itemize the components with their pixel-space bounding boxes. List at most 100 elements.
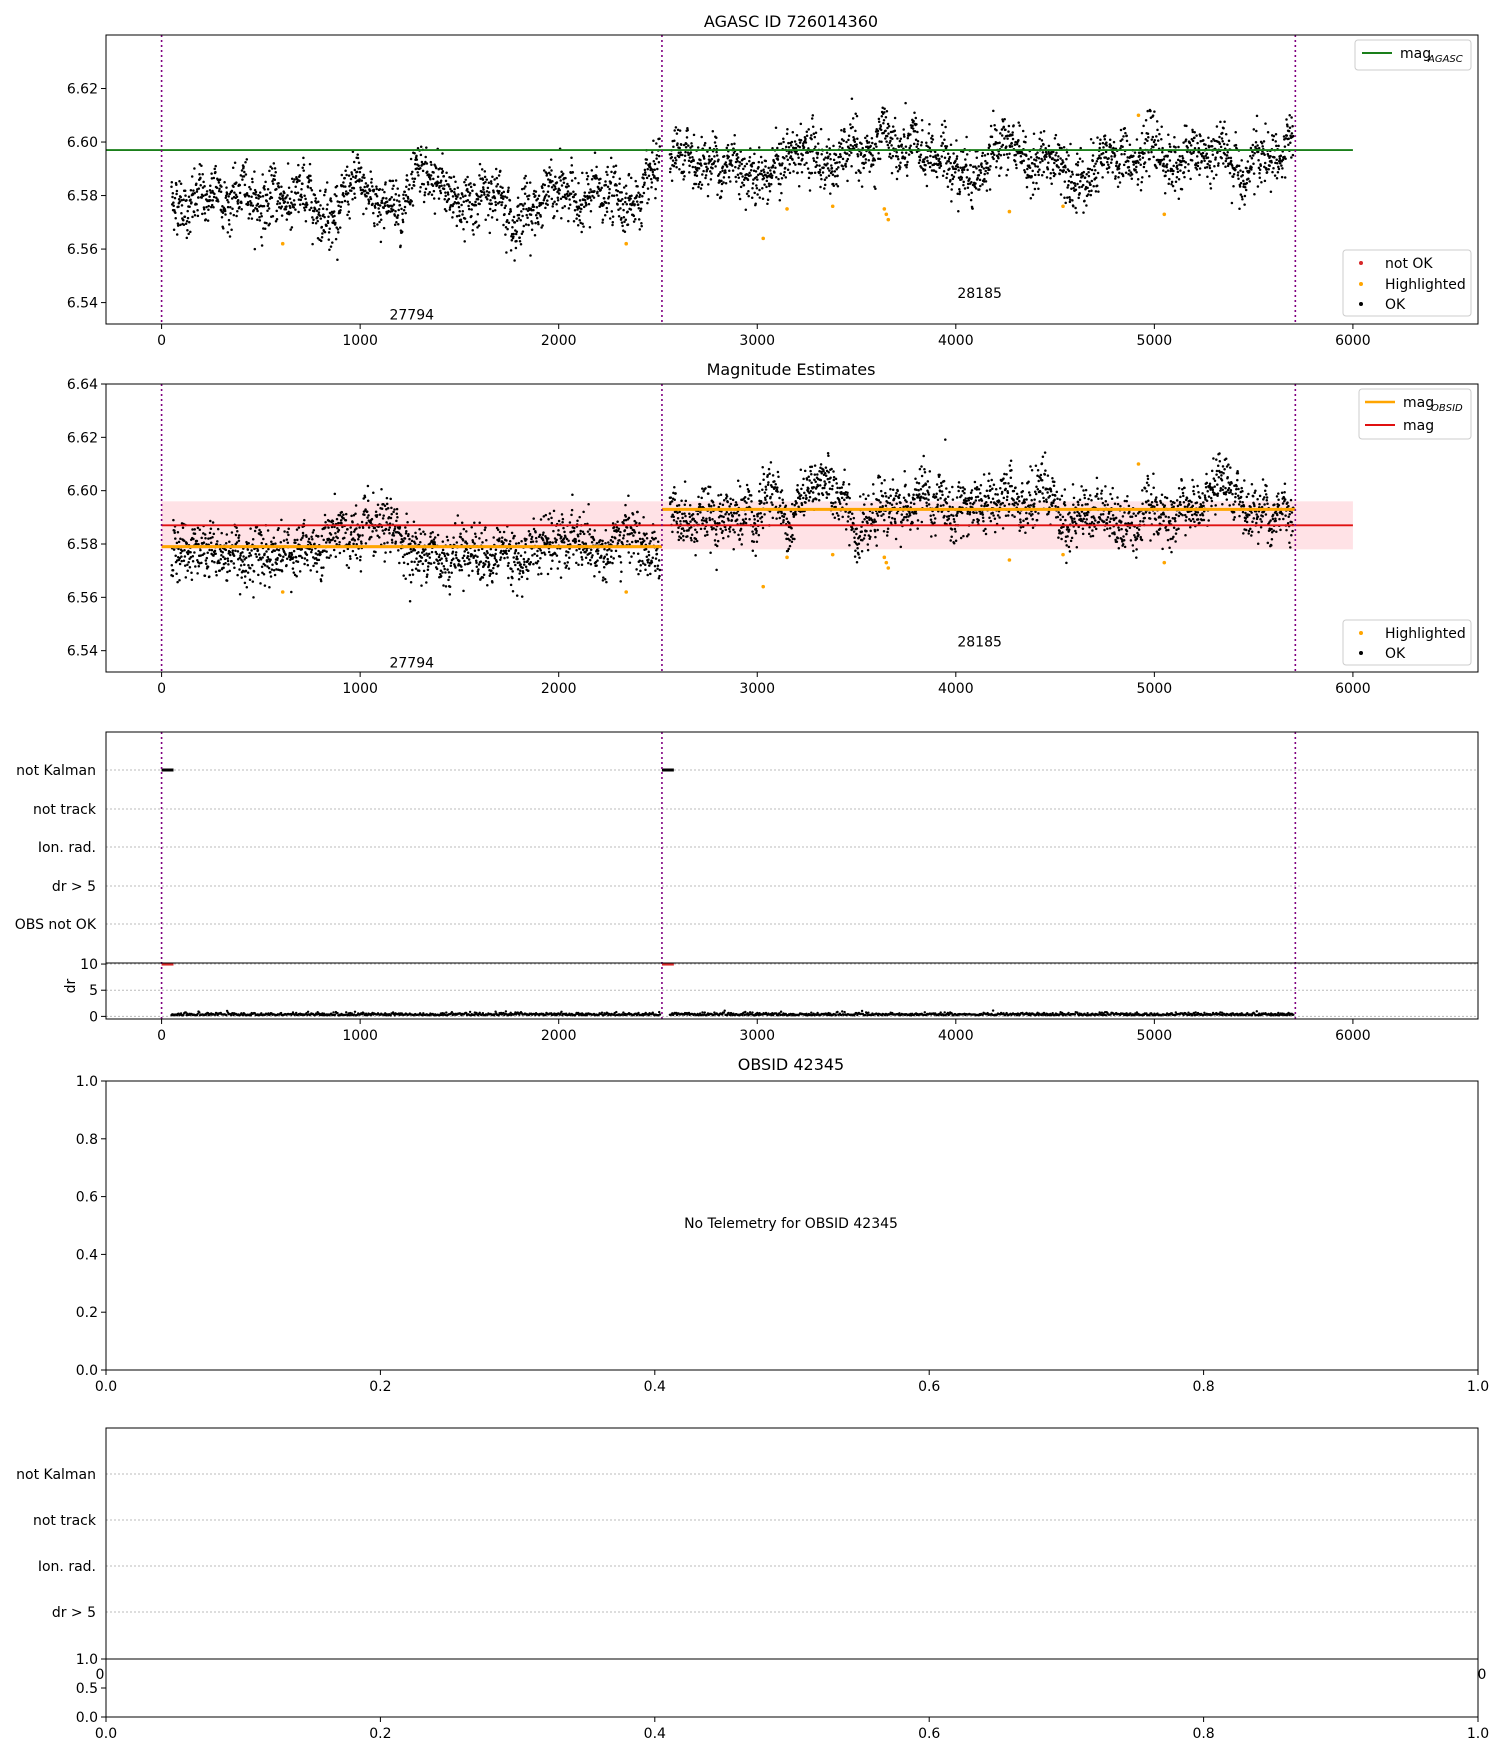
data-point-ok xyxy=(720,179,723,183)
data-point-ok xyxy=(1049,172,1053,175)
data-point-ok xyxy=(1280,164,1283,167)
data-point-ok xyxy=(300,547,304,551)
data-point-ok xyxy=(467,207,471,211)
data-point-ok xyxy=(1075,152,1079,156)
data-point-ok xyxy=(1042,170,1046,174)
data-point-ok xyxy=(888,152,892,156)
data-point-ok xyxy=(925,184,929,188)
data-point-ok xyxy=(257,553,261,556)
data-point-ok xyxy=(413,560,416,564)
data-point-ok xyxy=(358,178,361,181)
data-point-ok xyxy=(621,224,624,228)
data-point-ok xyxy=(1094,176,1098,179)
data-point-ok xyxy=(828,147,831,150)
data-point-ok xyxy=(323,193,326,197)
data-point-ok xyxy=(502,541,505,544)
data-point-ok xyxy=(967,193,971,196)
data-point-ok xyxy=(957,209,960,213)
data-point-ok xyxy=(620,570,623,574)
data-point-ok xyxy=(1003,137,1006,140)
data-point-ok xyxy=(1206,156,1210,159)
data-point-ok xyxy=(670,179,674,182)
data-point-ok xyxy=(404,193,408,197)
data-point-ok xyxy=(547,518,550,521)
data-point-ok xyxy=(648,162,652,165)
data-point-ok xyxy=(344,518,348,522)
data-point-ok xyxy=(530,228,534,232)
data-point-highlighted xyxy=(1136,113,1141,118)
data-point-ok xyxy=(1059,157,1062,160)
data-point-ok xyxy=(230,531,234,534)
data-point-ok xyxy=(1126,156,1129,159)
data-point-ok xyxy=(358,526,361,529)
data-point-ok xyxy=(188,205,191,208)
data-point-ok xyxy=(595,174,598,178)
data-point-ok xyxy=(1239,181,1243,185)
data-point-ok xyxy=(210,203,214,207)
data-point-ok xyxy=(756,193,759,196)
data-point-ok xyxy=(408,537,411,541)
data-point-ok xyxy=(545,193,548,197)
data-point-ok xyxy=(325,181,329,184)
data-point-ok xyxy=(975,167,978,170)
data-point-ok xyxy=(797,156,800,159)
data-point-ok xyxy=(847,138,850,142)
data-point-ok xyxy=(1177,197,1181,200)
data-point-ok xyxy=(591,554,594,557)
data-point-ok xyxy=(409,201,412,205)
data-point-ok xyxy=(340,173,344,177)
data-point-ok xyxy=(559,576,563,579)
data-point-ok xyxy=(404,577,407,581)
data-point-ok xyxy=(193,551,196,554)
data-point-ok xyxy=(1008,145,1012,149)
data-point-ok xyxy=(252,570,256,573)
data-point-ok xyxy=(240,169,244,172)
data-point-ok xyxy=(577,214,581,218)
data-point-ok xyxy=(430,163,433,167)
data-point-ok xyxy=(783,166,787,170)
data-point-ok xyxy=(1010,141,1013,145)
data-point-ok xyxy=(410,560,413,563)
data-point-ok xyxy=(408,183,411,187)
data-point-ok xyxy=(389,497,392,501)
data-point-ok xyxy=(310,535,313,539)
data-point-ok xyxy=(348,554,352,558)
data-point-ok xyxy=(295,575,298,578)
data-point-ok xyxy=(783,170,786,174)
data-point-ok xyxy=(238,205,241,209)
data-point-ok xyxy=(923,158,926,161)
data-point-ok xyxy=(463,240,466,243)
data-point-ok xyxy=(788,171,792,175)
data-point-ok xyxy=(745,162,749,166)
data-point-ok xyxy=(829,192,832,195)
data-point-ok xyxy=(855,145,858,148)
data-point-ok xyxy=(315,209,319,212)
data-point-ok xyxy=(1237,164,1241,168)
data-point-ok xyxy=(1042,130,1046,133)
data-point-ok xyxy=(643,168,647,172)
data-point-ok xyxy=(460,193,464,196)
data-point-ok xyxy=(784,176,788,179)
data-point-ok xyxy=(394,179,398,182)
data-point-ok xyxy=(216,200,220,203)
data-point-ok xyxy=(462,200,466,203)
data-point-ok xyxy=(678,129,682,132)
data-point-ok xyxy=(989,124,993,128)
data-point-ok xyxy=(1127,160,1130,163)
data-point-ok xyxy=(263,584,267,587)
data-point-ok xyxy=(563,205,567,208)
data-point-ok xyxy=(1059,193,1063,196)
data-point-ok xyxy=(198,528,202,531)
data-point-ok xyxy=(851,125,854,129)
data-point-ok xyxy=(540,572,543,576)
data-point-ok xyxy=(445,209,448,213)
data-point-ok xyxy=(281,559,284,562)
data-point-ok xyxy=(256,218,259,221)
data-point-ok xyxy=(343,536,346,540)
data-point-ok xyxy=(1227,156,1230,160)
data-point-ok xyxy=(867,159,871,162)
data-point-ok xyxy=(565,197,568,201)
data-point-ok xyxy=(320,566,323,570)
data-point-ok xyxy=(612,165,615,168)
data-point-ok xyxy=(557,519,561,523)
